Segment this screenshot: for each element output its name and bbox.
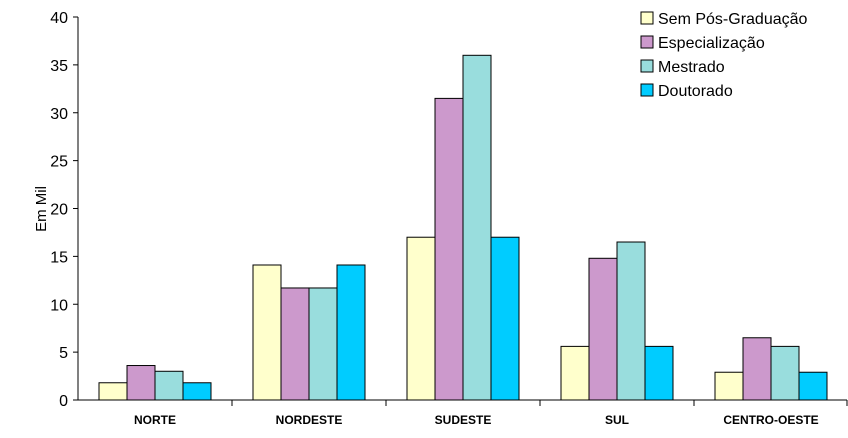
bar-sudeste-1	[434, 97, 464, 401]
bar-norte-0	[98, 382, 128, 401]
legend-label: Sem Pós-Graduação	[658, 11, 808, 28]
legend: Sem Pós-Graduação Especialização Mestrado D…	[640, 11, 808, 100]
legend-label: Doutorado	[658, 83, 733, 100]
legend-label: Mestrado	[658, 59, 725, 76]
legend-swatch	[640, 35, 654, 49]
bar-sul-1	[588, 257, 618, 401]
y-tick-label: 10	[50, 297, 68, 314]
legend-swatch	[640, 11, 654, 25]
bar-norte-1	[126, 365, 156, 401]
x-tick-label: SUL	[605, 413, 629, 427]
bar-centro-oeste-0	[714, 371, 744, 401]
y-tick-label: 15	[50, 249, 68, 266]
bar-centro-oeste-1	[742, 337, 772, 401]
legend-swatch	[640, 59, 654, 73]
bar-sul-2	[616, 241, 646, 401]
bar-sul-0	[560, 345, 590, 401]
bar-sul-3	[644, 345, 674, 401]
bar-norte-3	[182, 382, 212, 401]
x-tick-label: NORTE	[134, 413, 176, 427]
axes-group	[77, 17, 848, 406]
bar-centro-oeste-2	[770, 345, 800, 401]
x-tick-label: CENTRO-OESTE	[723, 413, 818, 427]
y-tick-label: 30	[50, 106, 68, 123]
bar-nordeste-1	[280, 287, 310, 401]
y-tick-label: 35	[50, 58, 68, 75]
y-tick-label: 25	[50, 154, 68, 171]
x-tick-label: NORDESTE	[276, 413, 343, 427]
y-tick-label: 40	[50, 10, 68, 27]
legend-swatch	[640, 83, 654, 97]
bar-sudeste-3	[490, 236, 520, 401]
y-axis-title: Em Mil	[33, 186, 50, 232]
bar-nordeste-3	[336, 264, 366, 401]
bar-nordeste-0	[252, 264, 282, 401]
x-tick-label: SUDESTE	[435, 413, 492, 427]
y-axis-ticks: 0 5 10 15 20 25 30 35 40	[50, 10, 78, 410]
y-tick-label: 20	[50, 202, 68, 219]
bar-centro-oeste-3	[798, 371, 828, 401]
bars-group	[98, 54, 828, 401]
bar-norte-2	[154, 370, 184, 401]
x-axis-labels: NORTE NORDESTE SUDESTE SUL CENTRO-OESTE	[134, 413, 819, 427]
bar-nordeste-2	[308, 287, 338, 401]
bar-sudeste-2	[462, 54, 492, 401]
legend-label: Especialização	[658, 35, 765, 52]
y-tick-label: 5	[59, 345, 68, 362]
y-tick-label: 0	[59, 393, 68, 410]
bar-sudeste-0	[406, 236, 436, 401]
